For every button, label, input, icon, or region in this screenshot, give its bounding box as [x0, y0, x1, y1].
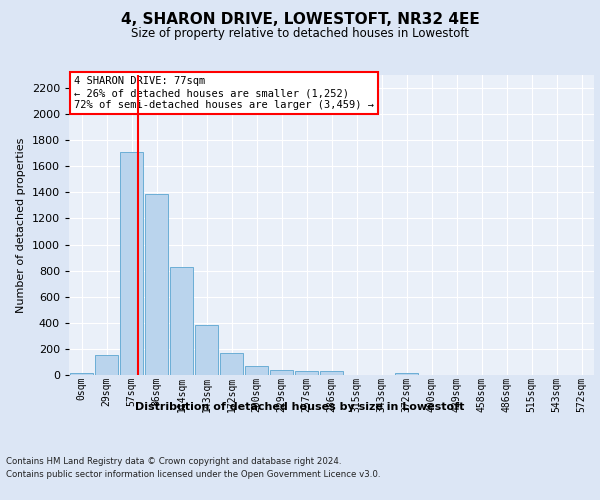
Text: Size of property relative to detached houses in Lowestoft: Size of property relative to detached ho… [131, 28, 469, 40]
Text: Contains HM Land Registry data © Crown copyright and database right 2024.: Contains HM Land Registry data © Crown c… [6, 458, 341, 466]
Bar [295, 372, 318, 375]
Bar [95, 355, 118, 375]
Text: Distribution of detached houses by size in Lowestoft: Distribution of detached houses by size … [136, 402, 464, 412]
Bar [70, 373, 93, 375]
Bar [195, 325, 218, 375]
Bar [220, 354, 243, 375]
Bar [120, 152, 143, 375]
Text: 4 SHARON DRIVE: 77sqm
← 26% of detached houses are smaller (1,252)
72% of semi-d: 4 SHARON DRIVE: 77sqm ← 26% of detached … [74, 76, 374, 110]
Bar [170, 266, 193, 375]
Text: Contains public sector information licensed under the Open Government Licence v3: Contains public sector information licen… [6, 470, 380, 479]
Bar [270, 370, 293, 375]
Bar [145, 194, 168, 375]
Text: 4, SHARON DRIVE, LOWESTOFT, NR32 4EE: 4, SHARON DRIVE, LOWESTOFT, NR32 4EE [121, 12, 479, 28]
Y-axis label: Number of detached properties: Number of detached properties [16, 138, 26, 312]
Bar [245, 366, 268, 375]
Bar [395, 373, 418, 375]
Bar [320, 372, 343, 375]
